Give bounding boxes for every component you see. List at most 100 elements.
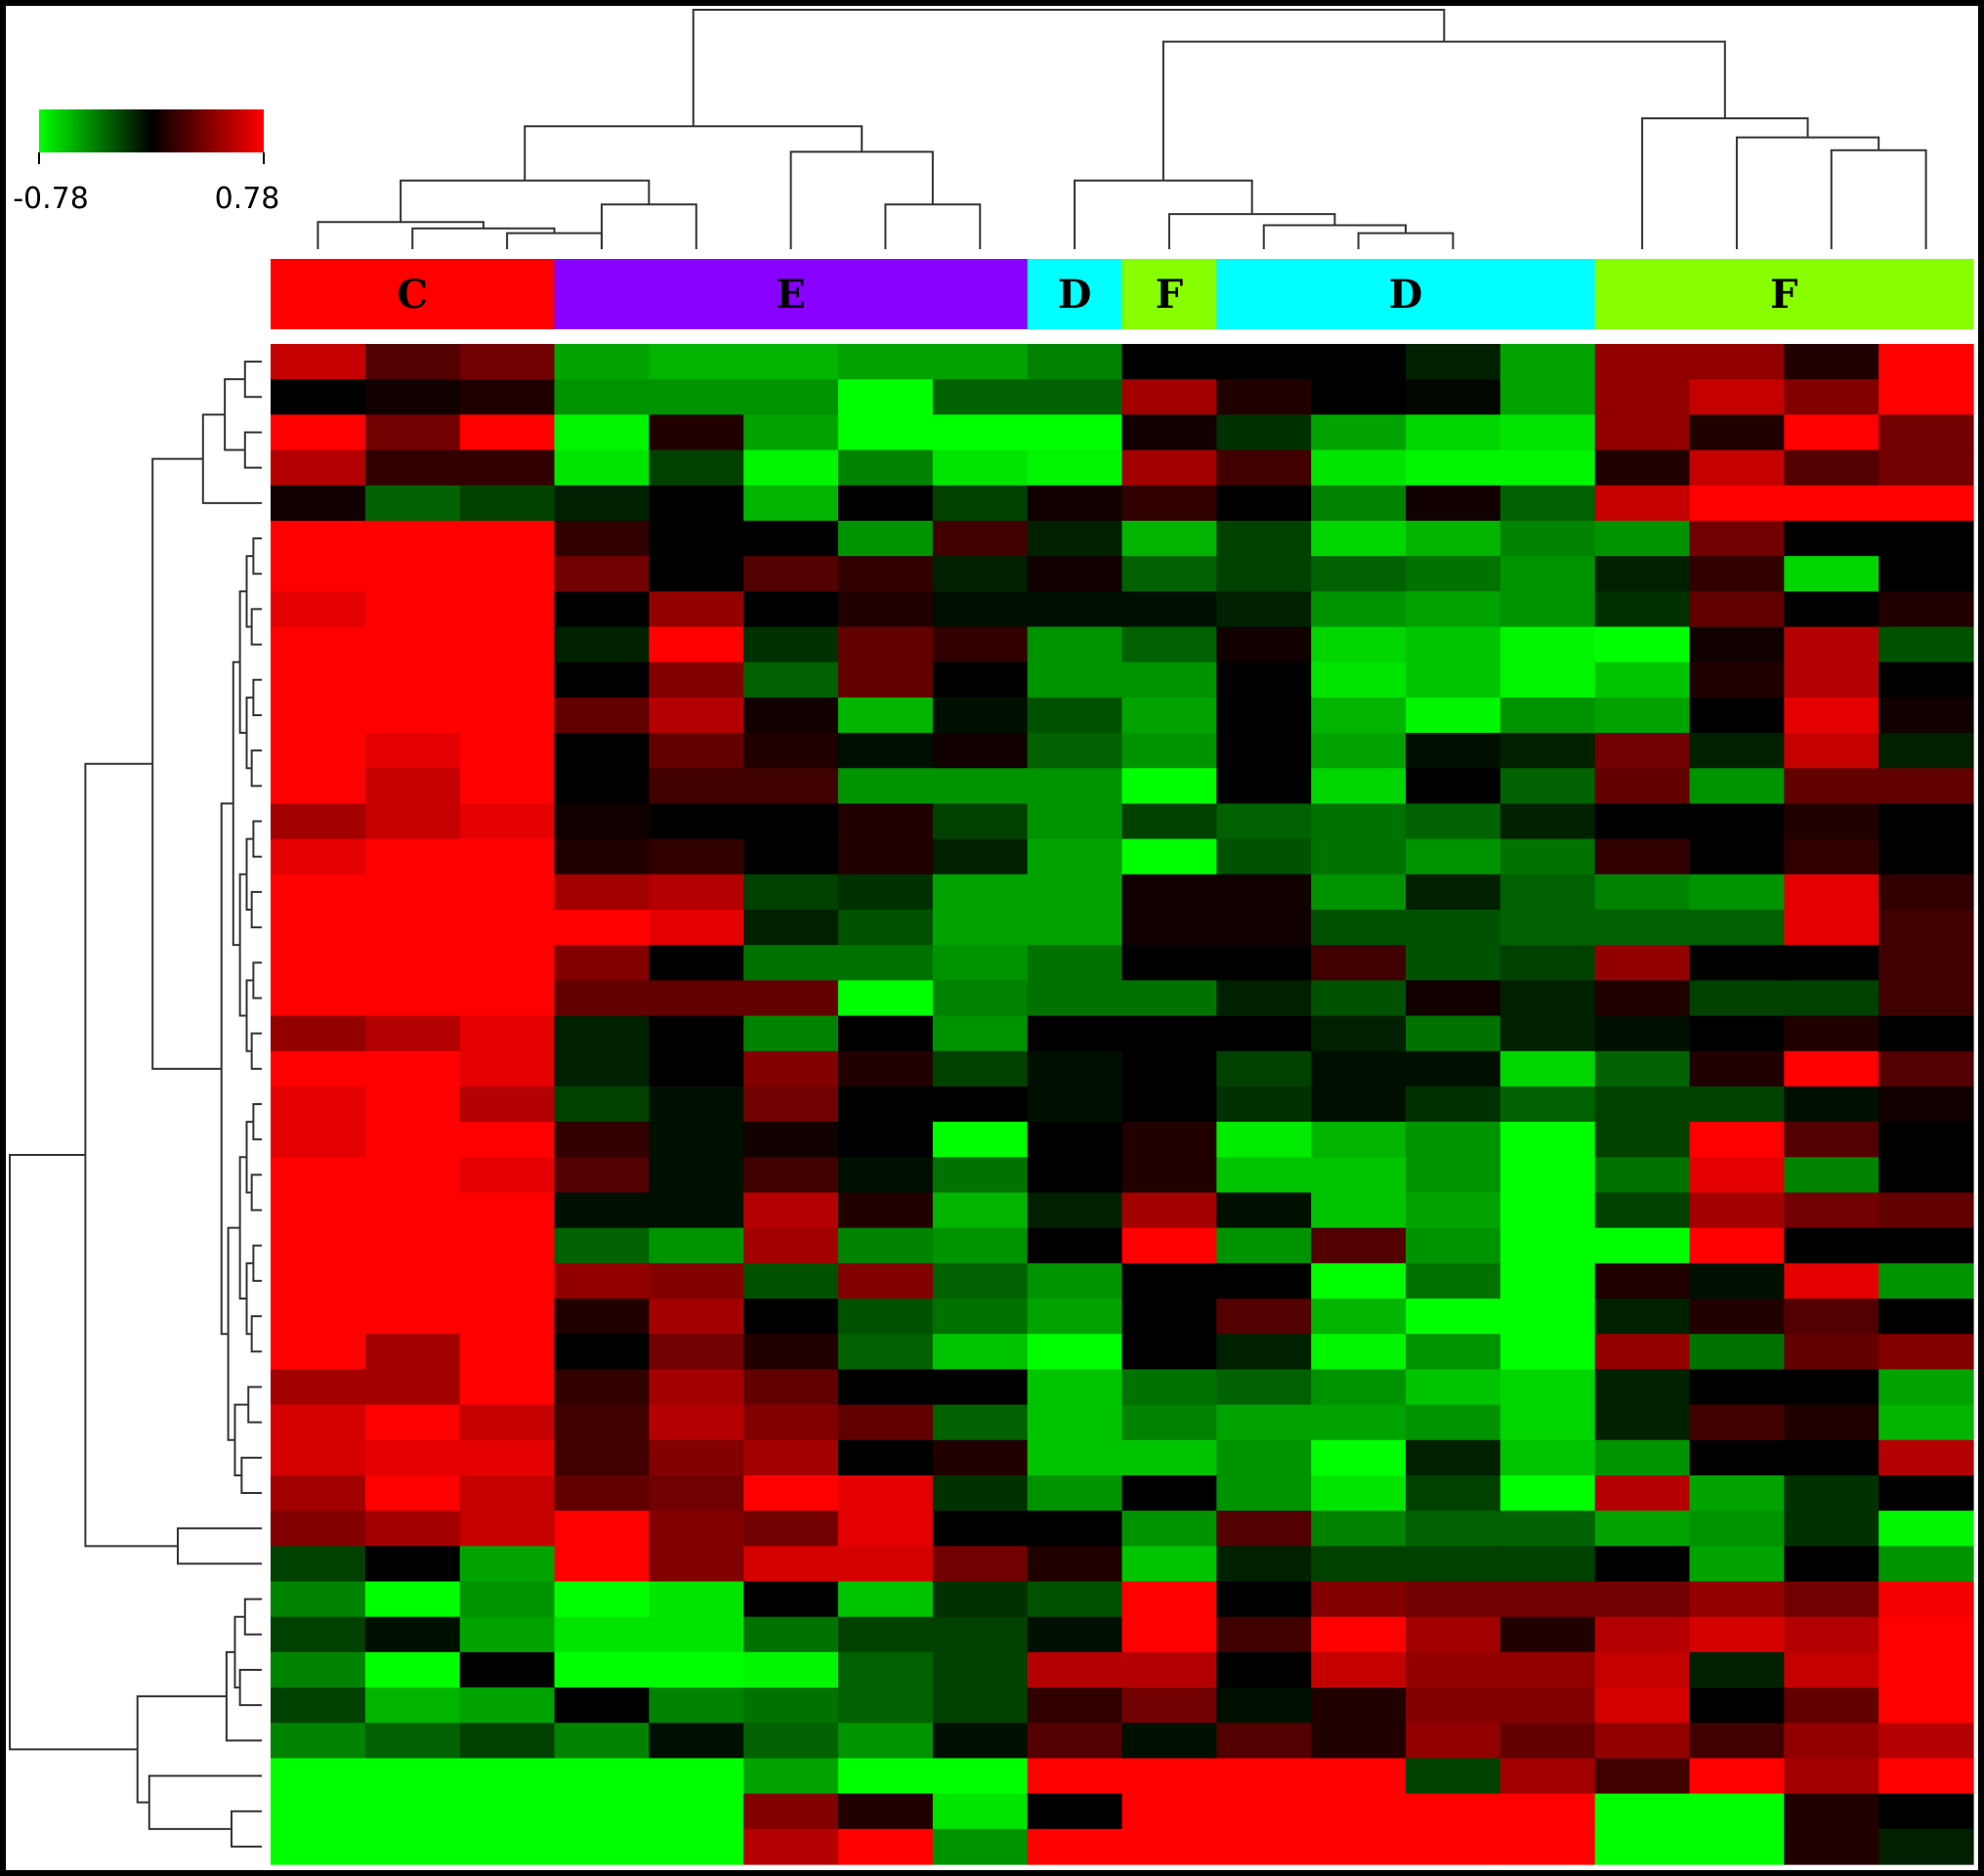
heatmap-cell-r28-c7	[838, 1299, 934, 1335]
heatmap-cell-r35-c14	[1499, 1546, 1596, 1583]
heatmap-cell-r11-c12	[1311, 697, 1407, 734]
heatmap-cell-r39-c5	[649, 1687, 744, 1724]
heatmap-cell-r6-c12	[1311, 520, 1407, 557]
heatmap-cell-r1-c17	[1784, 344, 1879, 380]
heatmap-cell-r39-c16	[1689, 1687, 1785, 1724]
heatmap-cell-r16-c13	[1406, 874, 1501, 911]
heatmap-cell-r14-c2	[364, 803, 461, 840]
heatmap-cell-r16-c8	[932, 874, 1029, 911]
heatmap-cell-r15-c4	[554, 838, 650, 875]
heatmap-cell-r3-c14	[1499, 414, 1596, 451]
heatmap-cell-r18-c10	[1121, 945, 1217, 981]
heatmap-cell-r33-c2	[364, 1474, 461, 1512]
heatmap-cell-r5-c5	[649, 485, 744, 522]
heatmap-cell-r39-c6	[743, 1687, 839, 1724]
heatmap-cell-r17-c2	[364, 909, 461, 946]
group-band-5	[1216, 259, 1596, 329]
heatmap-cell-r20-c15	[1594, 1015, 1691, 1052]
heatmap-cell-r8-c15	[1594, 591, 1691, 628]
heatmap-cell-r13-c16	[1689, 768, 1785, 805]
column-dendrogram-link-4	[600, 203, 697, 249]
heatmap-cell-r19-c17	[1784, 980, 1879, 1017]
heatmap-cell-r32-c17	[1784, 1439, 1879, 1476]
heatmap-cell-r31-c12	[1311, 1404, 1407, 1441]
heatmap-cell-r38-c13	[1406, 1651, 1501, 1688]
heatmap-cell-r4-c4	[554, 449, 650, 487]
heatmap-cell-r33-c12	[1311, 1474, 1407, 1512]
heatmap-cell-r8-c6	[743, 591, 839, 628]
heatmap-cell-r31-c3	[459, 1404, 556, 1441]
heatmap-cell-r12-c6	[743, 733, 839, 769]
heatmap-cell-r7-c10	[1121, 556, 1217, 592]
heatmap-cell-r30-c9	[1027, 1369, 1123, 1406]
heatmap-cell-r9-c18	[1878, 626, 1974, 663]
heatmap-cell-r8-c13	[1406, 591, 1501, 628]
heatmap-cell-r2-c17	[1784, 379, 1879, 415]
heatmap-cell-r14-c1	[271, 803, 366, 840]
heatmap-cell-r7-c4	[554, 556, 650, 592]
heatmap-cell-r33-c16	[1689, 1474, 1785, 1512]
heatmap-cell-r34-c7	[838, 1511, 934, 1547]
heatmap-cell-r40-c9	[1027, 1723, 1123, 1760]
heatmap-cell-r18-c18	[1878, 945, 1974, 981]
heatmap-cell-r30-c2	[364, 1369, 461, 1406]
heatmap-cell-r30-c10	[1121, 1369, 1217, 1406]
heatmap-cell-r16-c16	[1689, 874, 1785, 911]
heatmap-cell-r22-c8	[932, 1086, 1029, 1123]
heatmap-cell-r7-c6	[743, 556, 839, 592]
heatmap-cell-r13-c15	[1594, 768, 1691, 805]
heatmap-cell-r37-c2	[364, 1616, 461, 1653]
heatmap-cell-r42-c13	[1406, 1793, 1501, 1830]
heatmap-cell-r35-c2	[364, 1546, 461, 1583]
heatmap-cell-r30-c13	[1406, 1369, 1501, 1406]
heatmap-cell-r3-c7	[838, 414, 934, 451]
heatmap-cell-r3-c6	[743, 414, 839, 451]
heatmap-cell-r38-c18	[1878, 1651, 1974, 1688]
heatmap-cell-r42-c15	[1594, 1793, 1691, 1830]
heatmap-cell-r9-c11	[1216, 626, 1312, 663]
heatmap-cell-r38-c1	[271, 1651, 366, 1688]
heatmap-cell-r13-c13	[1406, 768, 1501, 805]
heatmap-cell-r24-c13	[1406, 1157, 1501, 1194]
heatmap-cell-r7-c7	[838, 556, 934, 592]
heatmap-cell-r30-c14	[1499, 1369, 1596, 1406]
heatmap-cell-r24-c15	[1594, 1157, 1691, 1194]
heatmap-cell-r32-c3	[459, 1439, 556, 1476]
heatmap-cell-r43-c5	[649, 1828, 744, 1865]
heatmap-cells	[271, 344, 1974, 1865]
heatmap-cell-r18-c5	[649, 945, 744, 981]
heatmap-cell-r38-c2	[364, 1651, 461, 1688]
column-dendrogram-link-2	[411, 227, 556, 249]
heatmap-cell-r8-c7	[838, 591, 934, 628]
heatmap-cell-r38-c15	[1594, 1651, 1691, 1688]
heatmap-cell-r2-c7	[838, 379, 934, 415]
heatmap-cell-r21-c3	[459, 1050, 556, 1087]
heatmap-cell-r7-c9	[1027, 556, 1123, 592]
heatmap-cell-r42-c5	[649, 1793, 744, 1830]
heatmap-cell-r6-c6	[743, 520, 839, 557]
heatmap-cell-r32-c6	[743, 1439, 839, 1476]
heatmap-cell-r28-c6	[743, 1299, 839, 1335]
heatmap-cell-r38-c7	[838, 1651, 934, 1688]
heatmap-cell-r11-c7	[838, 697, 934, 734]
heatmap-cell-r5-c1	[271, 485, 366, 522]
heatmap-cell-r17-c11	[1216, 909, 1312, 946]
heatmap-cell-r43-c4	[554, 1828, 650, 1865]
heatmap-cell-r26-c8	[932, 1227, 1029, 1264]
heatmap-cell-r38-c10	[1121, 1651, 1217, 1688]
heatmap-cell-r19-c7	[838, 980, 934, 1017]
column-dendrogram-link-11	[1167, 213, 1336, 249]
heatmap-cell-r28-c2	[364, 1299, 461, 1335]
heatmap-cell-r39-c4	[554, 1687, 650, 1724]
heatmap-cell-r10-c7	[838, 661, 934, 699]
heatmap-cell-r3-c5	[649, 414, 744, 451]
heatmap-cell-r23-c12	[1311, 1122, 1407, 1158]
heatmap-cell-r19-c8	[932, 980, 1029, 1017]
heatmap-cell-r1-c1	[271, 344, 366, 380]
heatmap-cell-r38-c5	[649, 1651, 744, 1688]
heatmap-cell-r13-c6	[743, 768, 839, 805]
heatmap-cell-r40-c17	[1784, 1723, 1879, 1760]
heatmap-cell-r33-c8	[932, 1474, 1029, 1512]
heatmap-cell-r25-c8	[932, 1192, 1029, 1229]
heatmap-cell-r24-c4	[554, 1157, 650, 1194]
